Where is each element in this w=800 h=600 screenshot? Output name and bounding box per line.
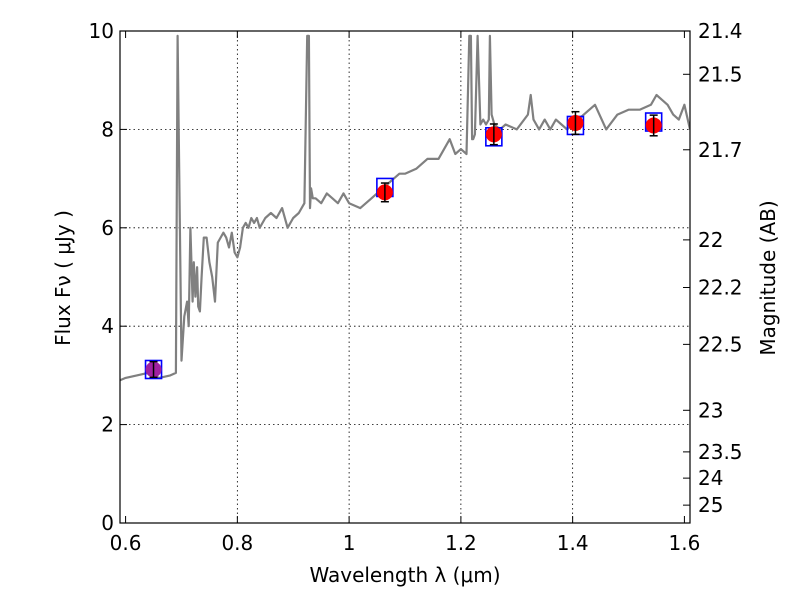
- y-tick-label: 10: [89, 19, 114, 43]
- y2-tick-label: 23.5: [698, 440, 743, 464]
- y-tick-labels: 0 2 4 6 8 10: [89, 19, 114, 535]
- x-tick-label: 1: [343, 531, 356, 555]
- x-axis-label: Wavelength λ (μm): [309, 563, 500, 587]
- grid: [120, 31, 690, 523]
- spectrum-line: [120, 34, 690, 382]
- y-tick-label: 8: [101, 117, 114, 141]
- y2-tick-label: 22.5: [698, 332, 743, 356]
- y2-tick-label: 25: [698, 493, 723, 517]
- y2-tick-label: 21.5: [698, 62, 743, 86]
- y-tick-label: 4: [101, 314, 114, 338]
- y2-tick-label: 22.2: [698, 276, 743, 300]
- x-tick-label: 1.2: [445, 531, 477, 555]
- y-tick-label: 6: [101, 216, 114, 240]
- y2-tick-label: 23: [698, 398, 723, 422]
- y2-tick-label: 24: [698, 466, 723, 490]
- y-tick-label: 0: [101, 511, 114, 535]
- y-tick-label: 2: [101, 413, 114, 437]
- y-axis-label: Flux Fν ( μJy ): [51, 210, 75, 346]
- spectrum-series: [120, 34, 690, 382]
- x-tick-label: 0.8: [221, 531, 253, 555]
- x-tick-label: 1.6: [669, 531, 701, 555]
- x-tick-label: 0.6: [110, 531, 142, 555]
- y2-axis-label: Magnitude (AB): [756, 200, 780, 355]
- measured-points-series: [145, 110, 662, 379]
- model-points-series: [144, 112, 663, 380]
- y2-tick-label: 21.4: [698, 19, 743, 43]
- y2-tick-label: 21.7: [698, 138, 743, 162]
- y2-tick-labels: 21.4 21.5 21.7 22 22.2 22.5 23 23.524 25: [698, 19, 743, 517]
- axis-ticks: [120, 30, 690, 524]
- plot-frame: [119, 30, 691, 524]
- y2-tick-label: 22: [698, 228, 723, 252]
- x-tick-label: 1.4: [557, 531, 589, 555]
- x-tick-labels: 0.6 0.8 1 1.2 1.4 1.6: [110, 531, 701, 555]
